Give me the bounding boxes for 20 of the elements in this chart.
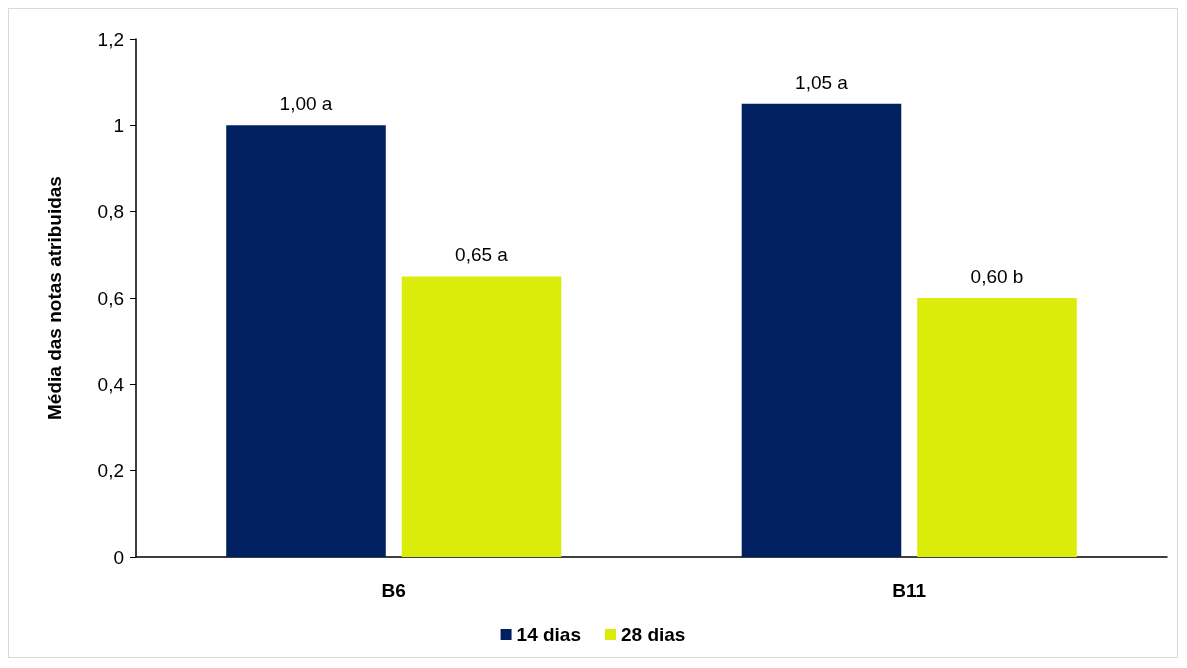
y-tick-label: 0,8: [97, 201, 124, 223]
y-tick-label: 0,2: [97, 460, 124, 482]
legend-label: 14 dias: [516, 624, 582, 645]
bar: [226, 125, 386, 557]
y-axis-title: Média das notas atribuidas: [44, 176, 65, 420]
y-tick-label: 0,6: [97, 287, 124, 309]
y-tick-label: 1,2: [97, 28, 124, 50]
bar: [401, 276, 562, 557]
legend-label: 28 dias: [621, 624, 686, 645]
data-label: 0,60 b: [970, 266, 1024, 287]
data-label: 1,05 a: [795, 71, 849, 93]
x-tick-label: B11: [892, 580, 927, 601]
bar: [917, 298, 1077, 557]
y-tick-label: 1: [113, 114, 124, 136]
x-tick-label: B6: [381, 580, 406, 601]
data-label: 0,65 a: [455, 244, 509, 266]
y-tick-label: 0,4: [97, 373, 125, 395]
bar: [741, 103, 902, 557]
data-label: 1,00 a: [279, 93, 333, 115]
y-tick-label: 0: [113, 546, 124, 568]
